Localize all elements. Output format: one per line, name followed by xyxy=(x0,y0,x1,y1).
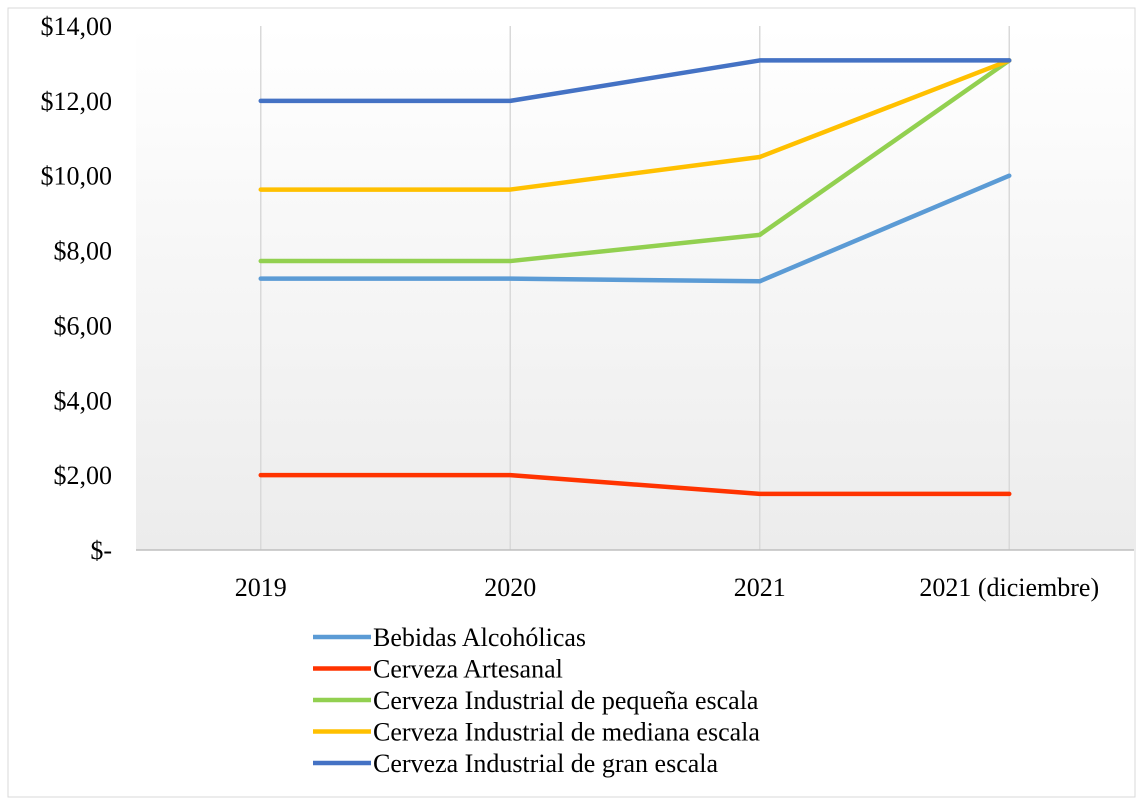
x-tick-label: 2020 xyxy=(484,573,536,602)
y-tick-label: $8,00 xyxy=(54,237,113,266)
y-tick-label: $14,00 xyxy=(41,12,113,41)
legend-label: Cerveza Industrial de mediana escala xyxy=(373,718,760,747)
y-tick-label: $2,00 xyxy=(54,461,113,490)
y-tick-label: $10,00 xyxy=(41,162,113,191)
plot-area xyxy=(136,26,1134,550)
grid-lines xyxy=(260,26,1010,550)
series-line-2 xyxy=(258,472,1012,497)
x-tick-label: 2019 xyxy=(235,573,287,602)
axes: $- $2,00 $4,00 $6,00 $8,00 $10,00 $12,00 $14,00… xyxy=(41,12,1134,602)
legend-label: Cerveza Industrial de gran escala xyxy=(373,749,719,778)
legend-label: Cerveza Industrial de pequeña escala xyxy=(373,686,759,715)
series-line-4 xyxy=(258,58,1012,192)
series-line-3 xyxy=(258,58,1012,264)
legend-label: Bebidas Alcohólicas xyxy=(373,623,586,652)
series-line-1 xyxy=(258,173,1012,284)
x-tick-label: 2021 (diciembre) xyxy=(919,573,1099,602)
y-tick-label: $12,00 xyxy=(41,87,113,116)
y-tick-label: $- xyxy=(90,536,112,565)
series-line-5 xyxy=(258,58,1012,104)
x-tick-label: 2021 xyxy=(734,573,786,602)
series-lines xyxy=(258,58,1012,497)
legend-label: Cerveza Artesanal xyxy=(373,655,563,684)
y-tick-label: $4,00 xyxy=(54,386,113,415)
y-tick-label: $6,00 xyxy=(54,311,113,340)
